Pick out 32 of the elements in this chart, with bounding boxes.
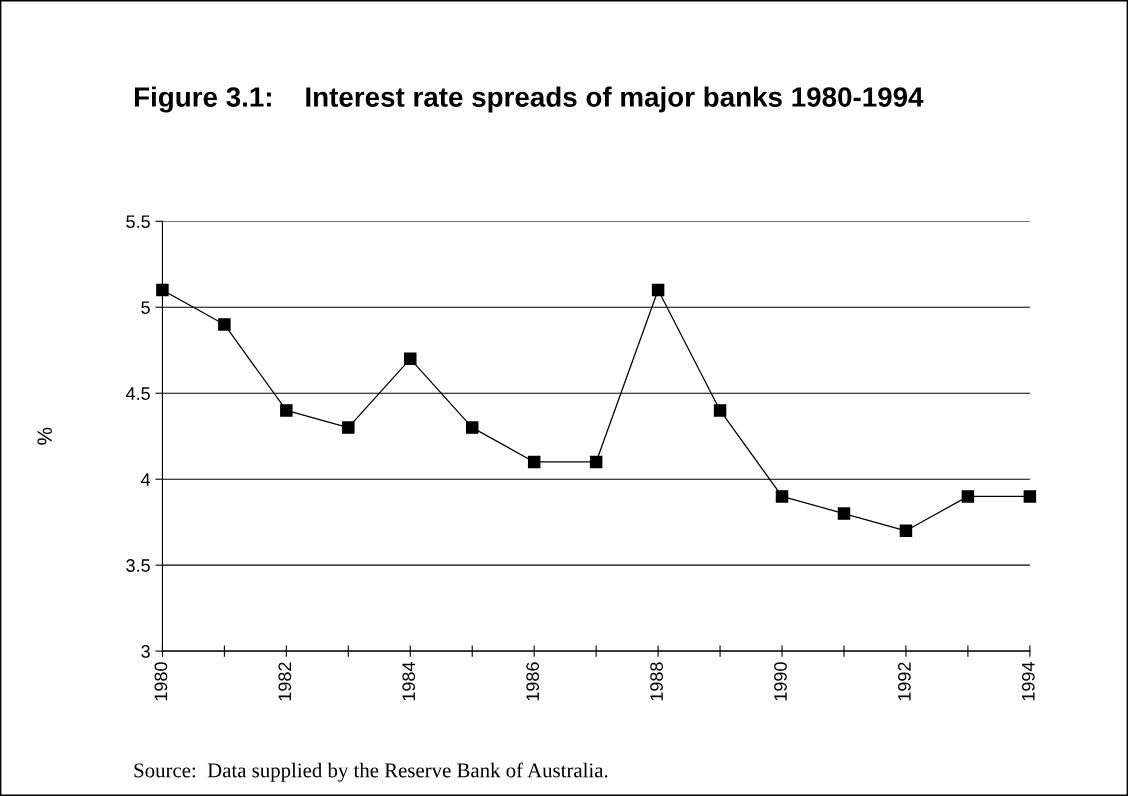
source-note: Source: Data supplied by the Reserve Bank of Australia. [134, 762, 608, 782]
x-tick-label: 1992 [898, 662, 911, 701]
x-tick-label: 1990 [774, 662, 787, 701]
y-axis-title: % [37, 427, 52, 445]
point [837, 507, 851, 520]
point [961, 490, 975, 503]
point [775, 490, 789, 503]
y-tick-label: 4.5 [125, 387, 150, 400]
point [899, 524, 913, 538]
y-tick-label: 3 [141, 645, 150, 658]
point [651, 283, 665, 297]
x-tick-label: 1988 [650, 662, 663, 701]
x-tick-label: 1980 [154, 662, 168, 701]
point [342, 421, 355, 434]
point [404, 352, 417, 366]
point [527, 455, 541, 469]
point [218, 318, 231, 331]
y-tick-label: 4 [141, 473, 151, 486]
chart-title: Figure 3.1: Interest rate spreads of major banks 1980-1994 [134, 86, 924, 113]
point [1023, 490, 1037, 503]
y-tick-label: 5 [141, 301, 150, 314]
y-tick-label: 5.5 [126, 215, 150, 229]
point [156, 283, 169, 297]
x-tick-label: 1994 [1021, 662, 1035, 701]
x-tick-label: 1984 [402, 662, 416, 701]
x-tick-label: 1982 [278, 662, 292, 701]
point [713, 404, 727, 417]
y-tick-label: 3.5 [126, 559, 150, 572]
x-tick-label: 1986 [526, 662, 540, 701]
point [280, 404, 293, 417]
point [465, 421, 479, 434]
point [589, 455, 603, 469]
